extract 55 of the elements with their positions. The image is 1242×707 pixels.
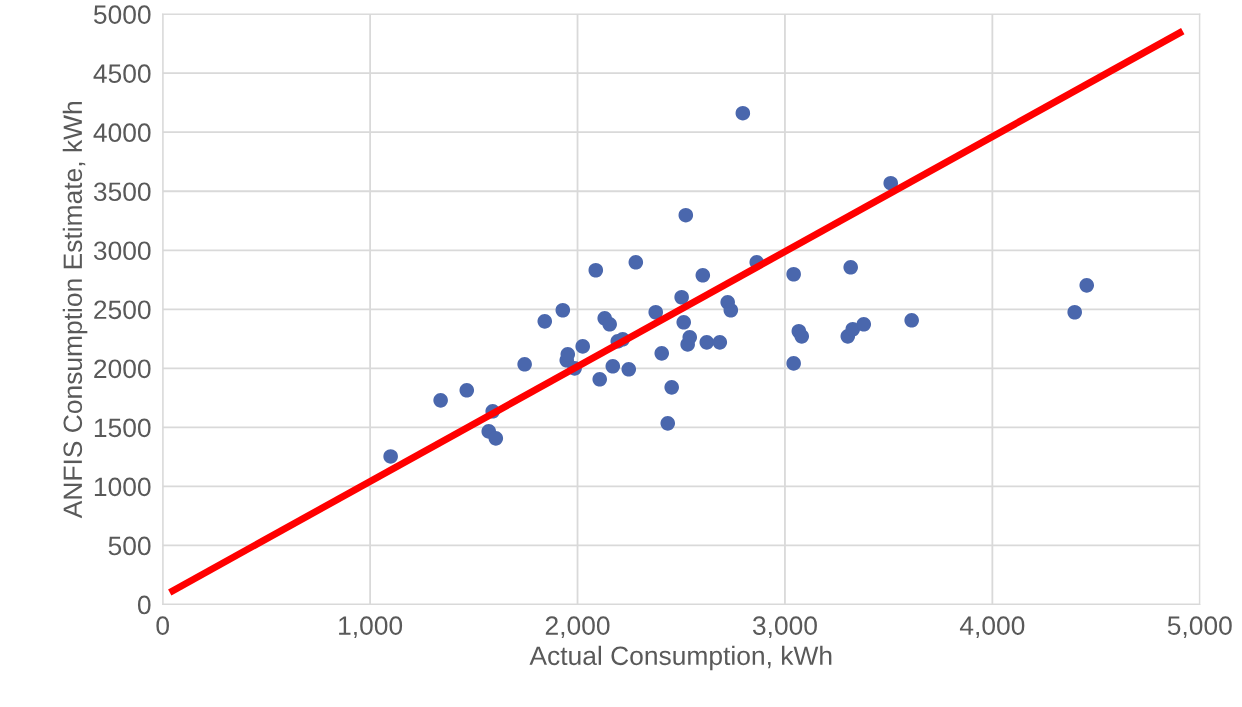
point	[786, 356, 801, 371]
y-tick-label: 0	[137, 595, 151, 615]
point	[459, 383, 475, 398]
y-tick-label: 5000	[93, 5, 151, 24]
point	[904, 313, 919, 328]
point	[555, 302, 571, 318]
x-axis-title: Actual Consumption, kWh	[529, 645, 832, 671]
point	[682, 330, 698, 345]
point	[856, 317, 872, 332]
y-tick-label: 4000	[93, 123, 151, 143]
y-axis-title: ANFIS Consumption Estimate, kWh	[62, 102, 88, 519]
point	[383, 449, 398, 464]
point	[664, 380, 679, 395]
point	[488, 431, 504, 446]
point	[712, 335, 728, 350]
y-tick-label: 1500	[94, 418, 151, 438]
point	[660, 416, 676, 431]
point	[605, 359, 621, 374]
point	[588, 262, 604, 278]
y-tick-label: 2000	[94, 359, 151, 379]
point	[786, 266, 801, 282]
point	[735, 105, 751, 121]
x-tick-label: 3,000	[752, 616, 817, 639]
point	[621, 362, 637, 377]
y-tick-label: 3500	[93, 182, 151, 202]
x-tick-label: 2,000	[545, 616, 610, 639]
point	[433, 393, 448, 408]
x-tick-label: 1,000	[339, 616, 403, 639]
point	[674, 289, 689, 305]
x-tick-label: 0	[156, 616, 170, 635]
y-tick-label: 3000	[93, 241, 151, 261]
point	[699, 335, 715, 350]
x-tick-label: 5,000	[1167, 616, 1232, 639]
point	[628, 255, 644, 270]
point	[1067, 304, 1082, 320]
point	[575, 339, 590, 354]
point	[843, 260, 858, 275]
point	[654, 346, 670, 361]
y-tick-label: 500	[108, 536, 151, 556]
point	[517, 357, 532, 372]
point	[537, 314, 553, 329]
point	[592, 372, 608, 387]
point	[602, 317, 617, 332]
point	[676, 315, 692, 330]
point	[723, 302, 739, 318]
y-tick-label: 2500	[94, 300, 151, 320]
point	[845, 321, 861, 337]
point	[794, 329, 810, 344]
point	[678, 207, 694, 223]
point	[695, 268, 711, 283]
y-tick-label: 1000	[94, 477, 151, 497]
y-tick-label: 4500	[93, 64, 151, 83]
point	[1079, 278, 1095, 293]
point	[648, 304, 664, 320]
x-tick-label: 4,000	[959, 616, 1025, 639]
